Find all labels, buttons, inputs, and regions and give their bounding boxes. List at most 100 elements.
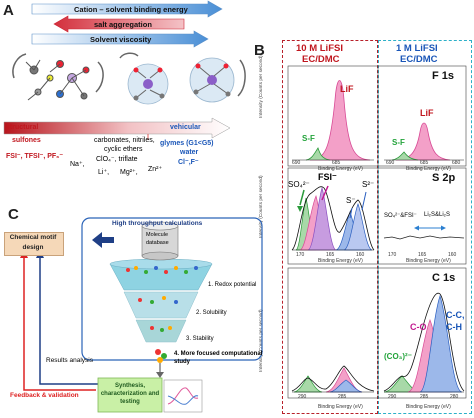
tick-s2p-r-0: 170 bbox=[388, 252, 397, 258]
cation-na-label: Na⁺, bbox=[70, 161, 85, 168]
step-focused: 4. More focused computational study bbox=[174, 351, 263, 365]
s2p-1m-trace bbox=[383, 235, 465, 240]
xlabel-s2p: Binding Energy (eV) bbox=[318, 258, 363, 264]
xlabel-c1s: Binding Energy (eV) bbox=[318, 404, 363, 410]
molecule-dots bbox=[126, 266, 198, 332]
solvation-cluster-middle bbox=[127, 63, 169, 105]
c1s-co3-label: (CO₃)²⁻ bbox=[384, 352, 412, 361]
s2p-1m-so4-label: SO₄²⁻&FSI⁻ bbox=[384, 213, 417, 219]
results-analysis-label: Results analysis bbox=[46, 357, 93, 364]
f1s-10m-lif-label: LiF bbox=[340, 84, 354, 94]
chemical-motif-box bbox=[4, 232, 64, 256]
carbonates-label: carbonates, nitriles, bbox=[94, 137, 155, 144]
s2p-10m-s2-peak bbox=[343, 203, 373, 251]
c1s-10m-peak-a bbox=[293, 375, 323, 393]
anions-label: FSI⁻, TFSI⁻, PF₆⁻ bbox=[6, 153, 64, 160]
row-title-s2p: S 2p bbox=[432, 172, 456, 184]
synthesis-label: Synthesis, characterization and testing bbox=[100, 383, 160, 405]
scale-vehicular-label: vehicular bbox=[170, 124, 201, 131]
label-solvent-viscosity: Solvent viscosity bbox=[90, 35, 152, 44]
scale-structural-label: structural bbox=[6, 124, 39, 131]
f1s-10m-lif-peak bbox=[309, 80, 371, 161]
col2-title-2: EC/DMC bbox=[400, 54, 438, 65]
chemical-motif-label: Chemical motif design bbox=[9, 234, 57, 251]
s2p-s2-label: S²⁻ bbox=[362, 180, 375, 189]
solvation-cluster-right bbox=[189, 57, 235, 103]
s2p-10m-fsi-peak-2 bbox=[307, 186, 337, 251]
label-binding-energy: Cation – solvent binding energy bbox=[74, 5, 188, 14]
tick-c1s-r-2: 280 bbox=[450, 394, 459, 400]
tick-s2p-l-2: 160 bbox=[356, 252, 365, 258]
panel-a-letter: A bbox=[3, 2, 14, 19]
s2p-1m-li2s-label: Li₂S&Li₂S bbox=[424, 212, 451, 218]
tick-f1s-l-0: 690 bbox=[292, 160, 301, 166]
tick-f1s-r-2: 680 bbox=[452, 160, 461, 166]
panel-a-graphic bbox=[3, 0, 246, 140]
f1s-1m-lif-peak bbox=[395, 122, 451, 161]
cation-mg-label: Mg²⁺, bbox=[120, 169, 138, 176]
c1s-ch-label: C-H bbox=[446, 322, 462, 332]
structural-vehicular-scale bbox=[3, 117, 231, 139]
f1s-1m-lif-label: LiF bbox=[420, 108, 434, 118]
feedback-arrow bbox=[23, 256, 96, 391]
col2-title-1: 1 M LiFSI bbox=[396, 43, 438, 54]
row-title-f1s: F 1s bbox=[432, 70, 455, 82]
label-salt-aggregation: salt aggregation bbox=[94, 20, 152, 29]
tick-c1s-r-1: 285 bbox=[420, 394, 429, 400]
col1-title-1: 10 M LiFSI bbox=[296, 43, 343, 54]
tick-s2p-l-0: 170 bbox=[296, 252, 305, 258]
xlabel-s2p-r: Binding Energy (eV) bbox=[406, 258, 451, 264]
col1-title-2: EC/DMC bbox=[302, 54, 340, 65]
step-solubility: 2. Solubility bbox=[196, 310, 227, 316]
c1s-1m-cc-peak bbox=[419, 294, 463, 393]
s2p-so4-label: SO₄²⁻ bbox=[288, 180, 310, 189]
high-throughput-header: High throughput calculations bbox=[112, 220, 203, 227]
db-label-1: Molecule bbox=[146, 232, 169, 238]
f1s-10m-sf-peak bbox=[305, 147, 331, 161]
step-redox: 1. Redox potential bbox=[208, 282, 257, 288]
panel-c-graphic bbox=[20, 217, 263, 413]
c1s-cc-label: C-C, bbox=[446, 310, 465, 320]
water-label: water bbox=[180, 149, 199, 156]
tick-f1s-r-1: 685 bbox=[420, 160, 429, 166]
xlabel-f1s: Binding Energy (eV) bbox=[318, 166, 363, 172]
halide-label: Cl⁻,F⁻ bbox=[178, 159, 199, 166]
tick-c1s-l-1: 285 bbox=[338, 394, 347, 400]
panel-b-letter: B bbox=[254, 42, 265, 59]
tick-f1s-r-0: 690 bbox=[386, 160, 395, 166]
arrow-salt-aggregation bbox=[53, 15, 185, 33]
f1s-1m-sf-peak bbox=[391, 151, 419, 161]
feedback-label: Feedback & validation bbox=[10, 392, 79, 399]
glymes-label: glymes (G1<G5) bbox=[160, 140, 214, 147]
step-stability: 3. Stability bbox=[186, 336, 214, 342]
f1s-1m-sf-label: S-F bbox=[392, 138, 405, 147]
synthesis-box bbox=[97, 377, 163, 413]
xlabel-f1s-r: Binding Energy (eV) bbox=[406, 166, 451, 172]
cation-li-label: Li⁺, bbox=[98, 169, 110, 176]
panel-c-letter: C bbox=[8, 206, 19, 223]
xlabel-c1s-r: Binding Energy (eV) bbox=[406, 404, 451, 410]
s2p-s-label: S⁻ bbox=[346, 196, 356, 205]
db-arrow-icon bbox=[92, 232, 114, 248]
tick-c1s-r-0: 290 bbox=[388, 394, 397, 400]
funnel-stage-2 bbox=[123, 291, 199, 319]
row-title-c1s: C 1s bbox=[432, 272, 456, 284]
s2p-10m-envelope bbox=[291, 186, 375, 251]
cation-zn-label: Zn²⁺ bbox=[148, 166, 163, 173]
c1s-10m-peak-c bbox=[329, 379, 363, 393]
tick-s2p-l-1: 165 bbox=[326, 252, 335, 258]
frame-10m bbox=[282, 40, 378, 414]
sulfones-label: sulfones bbox=[12, 137, 41, 144]
db-label-2: database bbox=[146, 240, 169, 246]
arrow-binding-energy bbox=[31, 0, 223, 18]
frame-1m bbox=[378, 40, 472, 414]
solvation-cluster-left bbox=[25, 59, 90, 101]
arrow-solvent-viscosity bbox=[31, 30, 209, 48]
tick-f1s-l-1: 685 bbox=[332, 160, 341, 166]
s2p-fsi-label: FSI⁻ bbox=[318, 172, 337, 182]
tick-c1s-l-0: 290 bbox=[298, 394, 307, 400]
tick-s2p-r-2: 160 bbox=[448, 252, 457, 258]
results-arrow bbox=[39, 256, 100, 385]
f1s-10m-sf-label: S-F bbox=[302, 134, 315, 143]
